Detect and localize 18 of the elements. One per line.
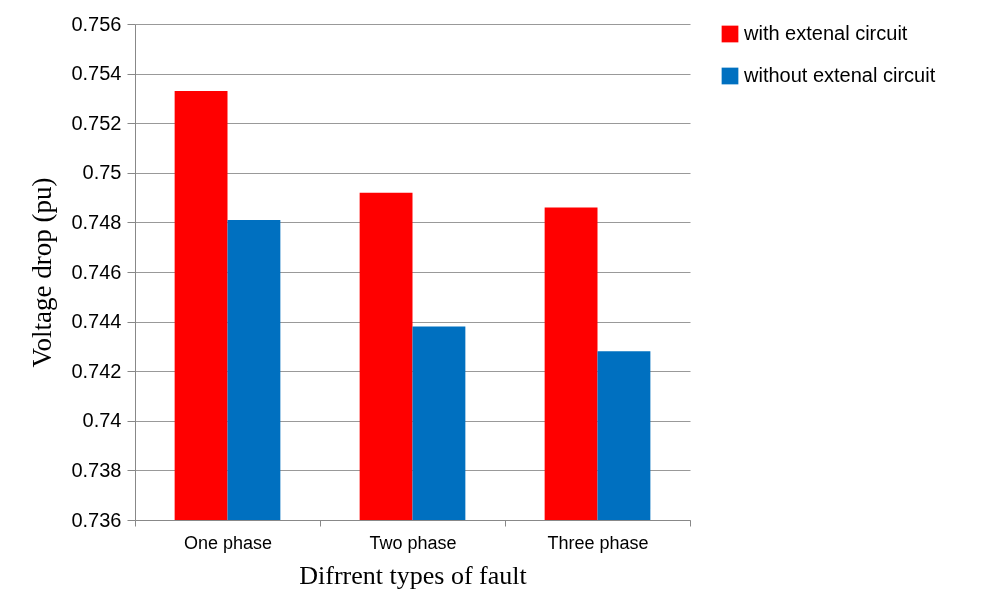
legend-label: without extenal circuit — [743, 64, 936, 86]
y-tick-label: 0.752 — [71, 111, 122, 134]
x-tick-label: Two phase — [369, 532, 457, 553]
legend-label: with extenal circuit — [743, 22, 908, 44]
y-tick-label: 0.74 — [82, 409, 122, 432]
y-tick-label: 0.744 — [71, 310, 122, 333]
y-axis-title: Voltage drop (pu) — [27, 177, 58, 368]
y-tick-label: 0.748 — [71, 210, 122, 233]
x-tick-label: One phase — [183, 532, 273, 553]
y-tick-label: 0.754 — [71, 62, 122, 85]
y-tick-label: 0.736 — [71, 508, 122, 531]
y-tick-label: 0.756 — [71, 12, 122, 35]
y-tick-label: 0.738 — [71, 458, 122, 481]
x-tick-label: Three phase — [547, 532, 649, 553]
y-tick-label: 0.742 — [71, 359, 122, 382]
y-tick-label: 0.746 — [71, 260, 122, 283]
y-tick-label: 0.75 — [82, 161, 122, 184]
x-axis-title: Difrrent types of fault — [299, 560, 528, 590]
